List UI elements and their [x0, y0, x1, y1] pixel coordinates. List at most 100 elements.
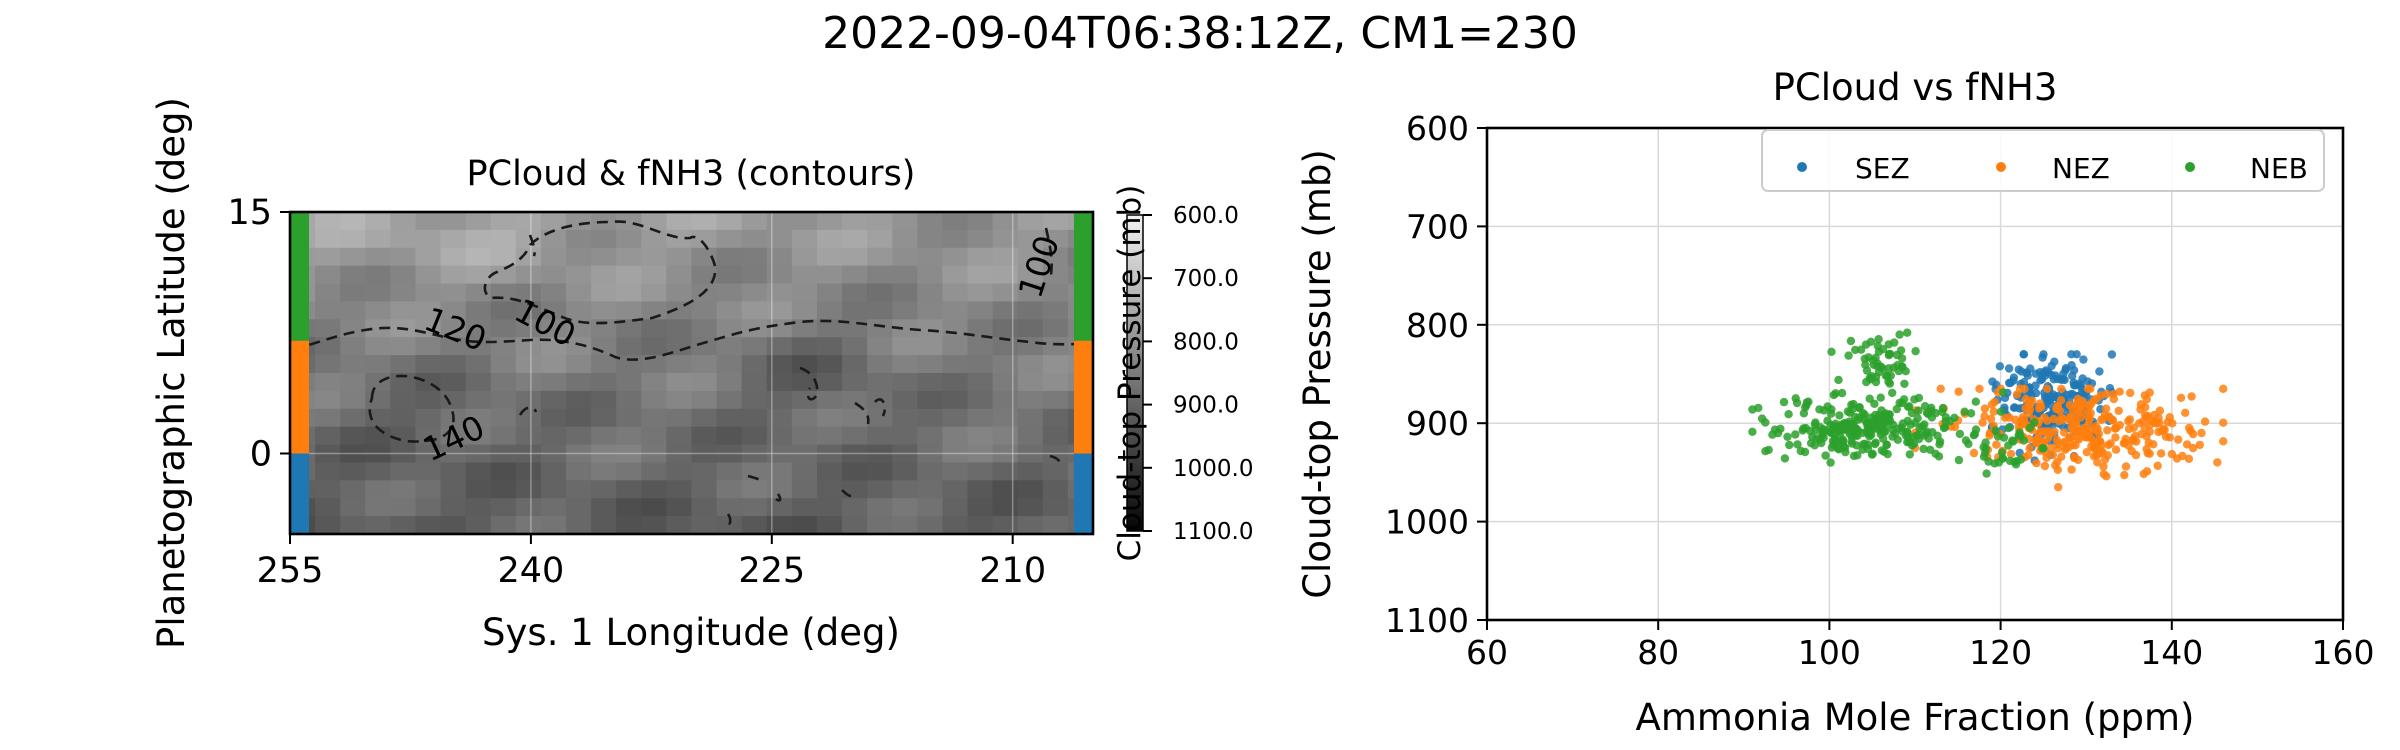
heatmap-cell: [616, 283, 643, 303]
heatmap-cell: [967, 265, 994, 285]
heatmap-cell: [716, 408, 743, 428]
heatmap-cell: [842, 337, 868, 356]
contour-140: [368, 374, 455, 443]
heatmap-cell: [791, 212, 818, 231]
map-ylabel: Planetographic Latitude (deg): [150, 97, 193, 649]
heatmap-cell: [315, 355, 341, 374]
scatter-point-nez: [2089, 444, 2099, 453]
heatmap-cell: [666, 247, 693, 267]
scatter-point-neb: [1888, 432, 1897, 441]
scatter-point-nez: [2195, 440, 2204, 450]
scatter-point-neb: [1856, 345, 1866, 354]
heatmap-cell: [641, 408, 668, 428]
heatmap-cell: [365, 498, 392, 517]
heatmap-cell: [816, 462, 843, 482]
heatmap-cell: [992, 301, 1019, 321]
heatmap-cell: [540, 373, 567, 392]
scatter-point-neb: [2016, 455, 2026, 464]
scatter-xtick-label: 140: [2140, 633, 2203, 672]
scatter-point-nez: [2053, 465, 2062, 474]
scatter-point-neb: [1903, 437, 1912, 447]
heatmap-cell: [440, 480, 467, 499]
heatmap-cell: [917, 408, 944, 428]
scatter-point-nez: [2115, 420, 2124, 430]
scatter-point-nez: [2126, 388, 2135, 398]
scatter-point-neb: [2004, 441, 2013, 450]
heatmap-cell: [365, 516, 392, 534]
heatmap-cell: [791, 337, 818, 356]
heatmap-cell: [1042, 498, 1069, 517]
heatmap-cell: [390, 498, 417, 517]
heatmap-cell: [616, 408, 643, 428]
scatter-point-nez: [1978, 418, 1987, 427]
heatmap-cell: [641, 337, 668, 356]
heatmap-cell: [365, 229, 392, 249]
heatmap-cell: [540, 516, 567, 534]
heatmap-cell: [616, 480, 643, 499]
heatmap-cell: [566, 355, 592, 374]
heatmap-cell: [616, 212, 643, 231]
scatter-point-sez: [2038, 353, 2047, 362]
scatter-point-neb: [1876, 393, 1885, 402]
heatmap-cell: [666, 229, 693, 249]
heatmap-cell: [340, 426, 366, 446]
scatter-point-neb: [1888, 388, 1897, 398]
scatter-point-sez: [2031, 381, 2040, 390]
scatter-point-sez: [2043, 396, 2052, 406]
heatmap-cell: [691, 390, 718, 410]
heatmap-cell: [967, 301, 994, 321]
scatter-point-neb: [1950, 413, 1959, 422]
scatter-point-nez: [2155, 418, 2164, 427]
scatter-point-neb: [1905, 402, 1914, 411]
heatmap-cell: [465, 247, 492, 267]
heatmap-cell: [917, 373, 944, 392]
heatmap-cell: [791, 426, 818, 446]
heatmap-cell: [791, 408, 818, 428]
scatter-point-sez: [2107, 350, 2117, 359]
heatmap-cell: [1042, 444, 1069, 464]
heatmap-cell: [340, 301, 366, 321]
scatter-point-nez: [2188, 443, 2198, 453]
heatmap-cell: [842, 426, 868, 446]
heatmap-cell: [967, 212, 994, 231]
heatmap-cell: [616, 462, 643, 482]
scatter-point-nez: [2067, 465, 2076, 474]
heatmap-cell: [440, 212, 467, 231]
heatmap-cell: [390, 355, 417, 374]
heatmap-cell: [465, 408, 492, 428]
heatmap-cell: [992, 373, 1019, 392]
legend-marker-nez: [1996, 162, 2006, 172]
heatmap-cell: [716, 301, 743, 321]
scatter-point-nez: [2025, 444, 2034, 453]
heatmap-cell: [1042, 355, 1069, 374]
heatmap-cell: [340, 408, 366, 428]
heatmap-cell: [1042, 373, 1069, 392]
heatmap-cell: [515, 355, 542, 374]
heatmap-cell: [440, 444, 467, 464]
heatmap-cell: [816, 337, 843, 356]
heatmap-cell: [741, 480, 768, 499]
heatmap-cell: [842, 516, 868, 534]
scatter-point-nez: [2147, 417, 2157, 426]
heatmap-cell: [741, 247, 768, 267]
heatmap-cell: [691, 212, 718, 231]
heatmap-cell: [365, 355, 392, 374]
heatmap-cell: [741, 408, 768, 428]
scatter-point-neb: [1875, 410, 1884, 419]
scatter-point-nez: [2181, 408, 2190, 417]
scatter-point-nez: [2200, 417, 2210, 426]
heatmap-cell: [490, 373, 517, 392]
scatter-xlabel: Ammonia Mole Fraction (ppm): [1636, 696, 2195, 739]
scatter-point-neb: [1940, 423, 1950, 432]
map-xtick-label: 225: [738, 551, 805, 591]
heatmap-cell: [691, 373, 718, 392]
scatter-point-neb: [1971, 397, 1981, 406]
scatter-point-nez: [1969, 448, 1979, 458]
heatmap-cell: [992, 516, 1019, 534]
heatmap-cell: [515, 462, 542, 482]
scatter-point-nez: [2165, 433, 2174, 442]
scatter-point-neb: [1799, 409, 1809, 418]
heatmap-cell: [440, 355, 467, 374]
heatmap-cell: [540, 355, 567, 374]
scatter-point-sez: [2072, 350, 2081, 359]
